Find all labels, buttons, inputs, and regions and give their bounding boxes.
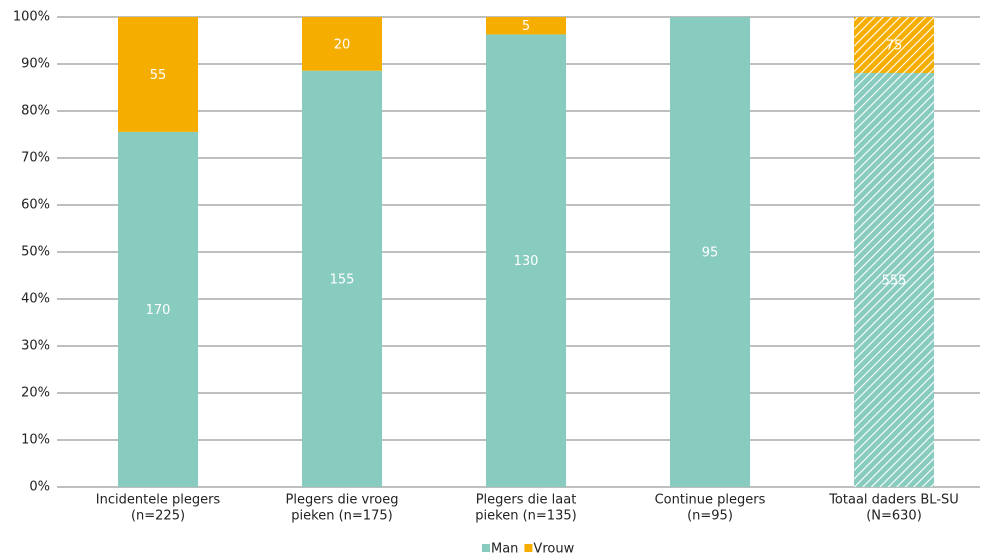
value-label: 130 xyxy=(514,254,539,269)
y-tick-label: 10% xyxy=(21,433,50,448)
legend: Man Vrouw xyxy=(482,542,575,557)
x-tick-label: (N=630) xyxy=(866,509,922,524)
y-tick-label: 70% xyxy=(21,151,50,166)
bar-segment xyxy=(302,17,382,71)
value-label: 55 xyxy=(150,68,167,83)
x-tick-label: (n=225) xyxy=(131,509,185,524)
bar-segment xyxy=(486,17,566,35)
bar-segment xyxy=(854,72,934,487)
legend-swatch xyxy=(524,544,533,552)
bar-segment xyxy=(302,70,382,487)
y-tick-label: 100% xyxy=(13,10,50,25)
bar-segment xyxy=(670,17,750,487)
value-label: 5 xyxy=(522,19,530,34)
y-tick-label: 30% xyxy=(21,339,50,354)
y-tick-label: 0% xyxy=(29,480,50,495)
y-tick-label: 20% xyxy=(21,386,50,401)
y-tick-label: 40% xyxy=(21,292,50,307)
legend-label: Vrouw xyxy=(533,542,574,557)
legend-label: Man xyxy=(491,542,518,557)
y-tick-label: 80% xyxy=(21,104,50,119)
x-tick-label: pieken (n=175) xyxy=(291,509,392,524)
x-tick-label: Incidentele plegers xyxy=(96,493,221,508)
legend-swatch xyxy=(482,544,490,552)
value-label: 555 xyxy=(882,273,907,288)
y-tick-label: 90% xyxy=(21,57,50,72)
value-label: 75 xyxy=(886,38,903,53)
value-label: 20 xyxy=(334,37,351,52)
x-tick-label: Totaal daders BL-SU xyxy=(828,493,959,508)
x-tick-label: pieken (n=135) xyxy=(475,509,576,524)
x-tick-label: Continue plegers xyxy=(655,493,766,508)
bar-segment xyxy=(118,131,198,487)
y-tick-label: 60% xyxy=(21,198,50,213)
value-label: 155 xyxy=(330,272,355,287)
x-tick-label: Plegers die laat xyxy=(476,493,577,508)
value-label: 170 xyxy=(146,303,171,318)
bar-segment xyxy=(486,34,566,487)
value-label: 95 xyxy=(702,246,719,261)
bar-segment xyxy=(118,17,198,132)
bar-segment xyxy=(854,17,934,73)
x-tick-label: (n=95) xyxy=(687,509,733,524)
y-tick-label: 50% xyxy=(21,245,50,260)
x-tick-label: Plegers die vroeg xyxy=(286,493,399,508)
